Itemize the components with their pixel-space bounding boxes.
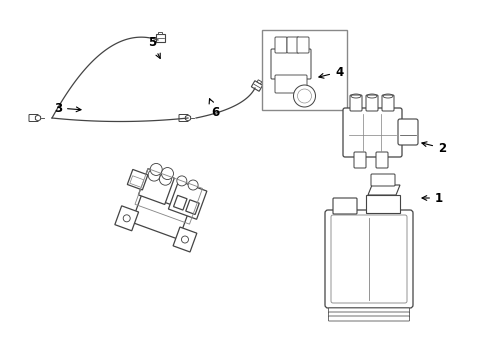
FancyBboxPatch shape <box>366 95 378 111</box>
FancyBboxPatch shape <box>376 152 388 168</box>
Circle shape <box>294 85 316 107</box>
FancyBboxPatch shape <box>271 49 311 79</box>
Polygon shape <box>132 194 189 239</box>
Circle shape <box>177 176 187 186</box>
FancyBboxPatch shape <box>287 37 299 53</box>
Text: 6: 6 <box>209 99 219 118</box>
Circle shape <box>159 173 171 185</box>
Text: 1: 1 <box>422 192 443 204</box>
Polygon shape <box>169 181 207 219</box>
Bar <box>262 30 347 110</box>
Polygon shape <box>186 200 199 215</box>
Polygon shape <box>173 227 197 252</box>
FancyBboxPatch shape <box>275 75 307 93</box>
Polygon shape <box>368 185 400 195</box>
Polygon shape <box>155 35 165 41</box>
Polygon shape <box>185 115 191 121</box>
FancyBboxPatch shape <box>179 114 188 121</box>
Circle shape <box>150 163 162 175</box>
FancyBboxPatch shape <box>328 312 410 317</box>
FancyBboxPatch shape <box>354 152 366 168</box>
FancyBboxPatch shape <box>328 308 410 313</box>
Circle shape <box>162 167 173 180</box>
Text: 2: 2 <box>422 141 446 154</box>
Circle shape <box>123 215 130 222</box>
Circle shape <box>297 89 312 103</box>
FancyBboxPatch shape <box>29 114 38 121</box>
FancyBboxPatch shape <box>382 95 394 111</box>
FancyBboxPatch shape <box>275 37 287 53</box>
Text: 5: 5 <box>148 36 160 58</box>
Text: 4: 4 <box>319 66 343 78</box>
Circle shape <box>148 169 160 181</box>
Circle shape <box>181 236 189 243</box>
FancyBboxPatch shape <box>328 316 410 321</box>
FancyBboxPatch shape <box>371 174 395 186</box>
Polygon shape <box>257 80 262 84</box>
FancyBboxPatch shape <box>331 215 407 303</box>
Polygon shape <box>366 195 400 213</box>
Circle shape <box>188 180 198 190</box>
Polygon shape <box>130 176 144 188</box>
Polygon shape <box>251 81 263 91</box>
FancyBboxPatch shape <box>398 119 418 145</box>
FancyBboxPatch shape <box>297 37 309 53</box>
FancyBboxPatch shape <box>350 95 362 111</box>
Polygon shape <box>35 115 41 121</box>
Polygon shape <box>138 168 174 204</box>
FancyBboxPatch shape <box>325 210 413 308</box>
Polygon shape <box>127 170 148 190</box>
Polygon shape <box>173 195 187 210</box>
Polygon shape <box>115 206 139 231</box>
Text: 3: 3 <box>54 102 81 114</box>
Polygon shape <box>158 32 162 35</box>
FancyBboxPatch shape <box>343 108 402 157</box>
FancyBboxPatch shape <box>333 198 357 214</box>
